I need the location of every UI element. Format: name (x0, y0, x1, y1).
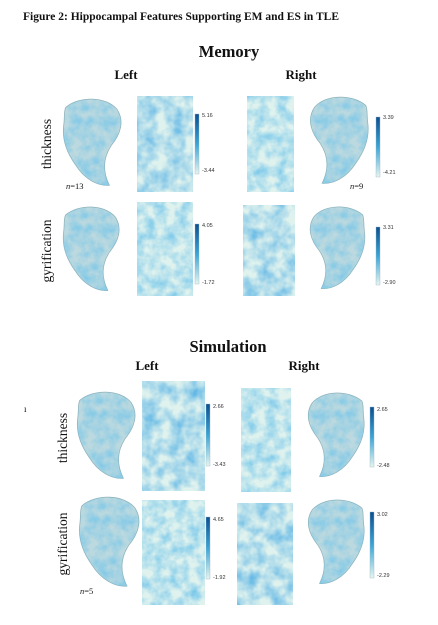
sample-size-label: n=5 (80, 586, 94, 596)
colorbar-max: 3.39 (383, 115, 394, 121)
hippocampus-overlay (77, 392, 136, 479)
memory-row-label-gyrification: gyrification (39, 219, 54, 283)
colorbar-max: 3.31 (383, 225, 394, 231)
colorbar-max: 2.65 (377, 407, 388, 413)
sample-size-label: n=9 (350, 181, 364, 191)
hippocampus-overlay (63, 206, 120, 291)
colorbar (375, 226, 381, 286)
memory-left-label: Left (114, 67, 138, 82)
unfolded-surface-overlay (142, 500, 205, 605)
unfolded-surface-overlay (247, 96, 294, 192)
hippocampus-overlay (63, 99, 122, 186)
colorbar-min: -3.44 (202, 168, 215, 174)
colorbar (369, 511, 375, 579)
hippocampus-overlay (308, 499, 365, 584)
colorbar-max: 5.16 (202, 113, 213, 119)
colorbar (375, 116, 381, 178)
colorbar (205, 516, 211, 580)
colorbar-min: -2.48 (377, 463, 390, 469)
hippocampus-overlay (308, 392, 365, 477)
colorbar (369, 406, 375, 468)
unfolded-surface-overlay (243, 205, 295, 296)
simulation-row-label-thickness: thickness (55, 412, 70, 464)
colorbar-min: -1.72 (202, 280, 215, 286)
simulation-right-label: Right (288, 358, 320, 373)
memory-row-label-thickness: thickness (39, 118, 54, 170)
colorbar (194, 223, 200, 285)
unfolded-surface-overlay (241, 388, 291, 492)
colorbar-max: 4.05 (202, 223, 213, 229)
unfolded-surface-overlay (237, 503, 293, 605)
colorbar-min: -2.90 (383, 280, 396, 286)
colorbar (205, 403, 211, 467)
panel-title-simulation: Simulation (189, 337, 267, 356)
hippocampus-overlay (310, 97, 369, 184)
unfolded-surface-overlay (142, 381, 205, 491)
colorbar-max: 2.66 (213, 404, 224, 410)
figure-title: Figure 2: Hippocampal Features Supportin… (23, 11, 339, 23)
unfolded-surface-overlay (137, 202, 193, 296)
hippocampus-overlay (310, 206, 365, 289)
unfolded-surface-overlay (137, 96, 193, 192)
sample-size-label: n=13 (66, 181, 84, 191)
hippocampus-overlay (79, 497, 139, 587)
memory-right-label: Right (285, 67, 317, 82)
colorbar-min: -3.43 (213, 462, 226, 468)
colorbar-max: 4.65 (213, 517, 224, 523)
colorbar-max: 3.02 (377, 512, 388, 518)
colorbar-min: -4.21 (383, 170, 396, 176)
simulation-row-label-gyrification: gyrification (55, 512, 70, 576)
panel-title-memory: Memory (198, 42, 260, 61)
stray-mark: ı (24, 404, 27, 414)
colorbar-min: -1.92 (213, 575, 226, 581)
colorbar (194, 113, 200, 175)
colorbar-min: -2.29 (377, 573, 390, 579)
simulation-left-label: Left (135, 358, 159, 373)
